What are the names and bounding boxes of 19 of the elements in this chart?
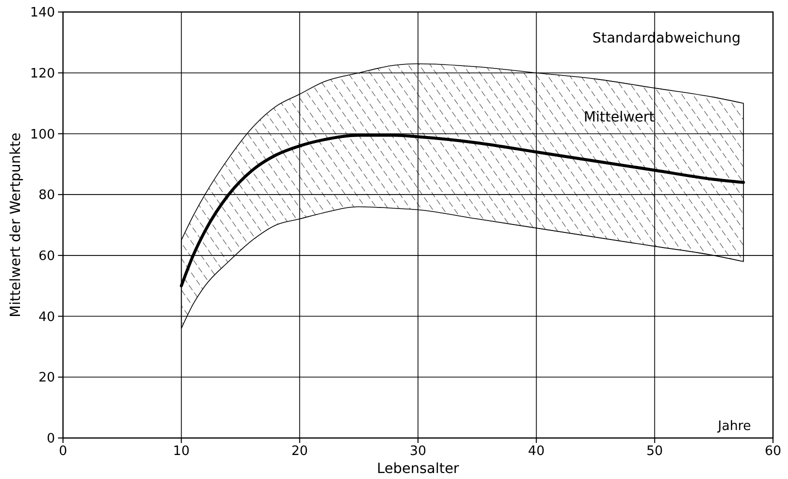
y-axis-title: Mittelwert der Wertpunkte <box>8 132 24 318</box>
y-tick-label: 80 <box>38 188 55 204</box>
x-tick-label: 30 <box>410 444 426 459</box>
x-tick-label: 40 <box>528 444 545 459</box>
y-tick-label: 20 <box>38 370 55 386</box>
y-tick-label: 140 <box>30 6 55 21</box>
annotation: Mittelwert <box>584 110 656 126</box>
y-tick-label: 100 <box>30 127 55 142</box>
x-tick-label: 50 <box>646 444 663 459</box>
y-tick-label: 0 <box>46 432 55 447</box>
x-tick-label: 10 <box>173 444 190 459</box>
y-tick-label: 60 <box>38 248 55 264</box>
x-tick-label: 20 <box>291 444 308 459</box>
y-tick-label: 120 <box>30 66 55 82</box>
x-tick-label: 0 <box>58 444 68 459</box>
x-tick-label: 60 <box>764 444 782 459</box>
annotation: Jahre <box>716 419 751 434</box>
x-axis-title: Lebensalter <box>376 461 460 477</box>
y-tick-label: 40 <box>38 310 55 325</box>
